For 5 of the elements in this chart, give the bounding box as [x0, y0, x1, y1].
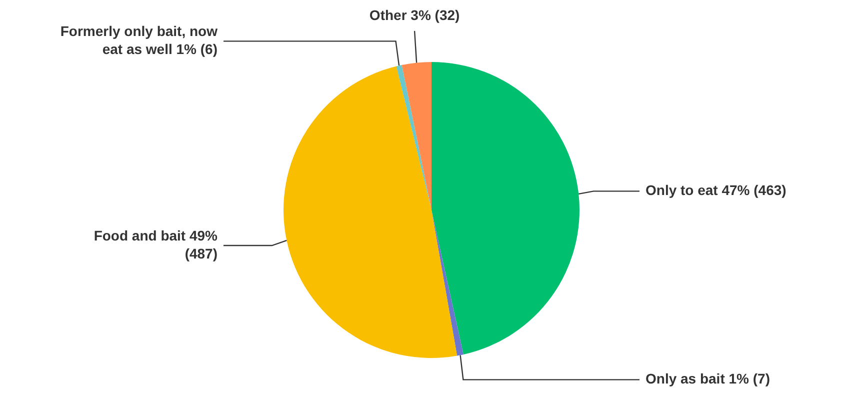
- slice-label: Other 3% (32): [369, 6, 460, 23]
- slice-label: Only to eat 47% (463): [646, 182, 786, 198]
- slice-label: Food and bait 49% (487): [94, 227, 218, 262]
- slice-label: Formerly only bait, now eat as well 1% (6): [60, 23, 218, 58]
- slice-label: Only as bait 1% (7): [646, 370, 770, 387]
